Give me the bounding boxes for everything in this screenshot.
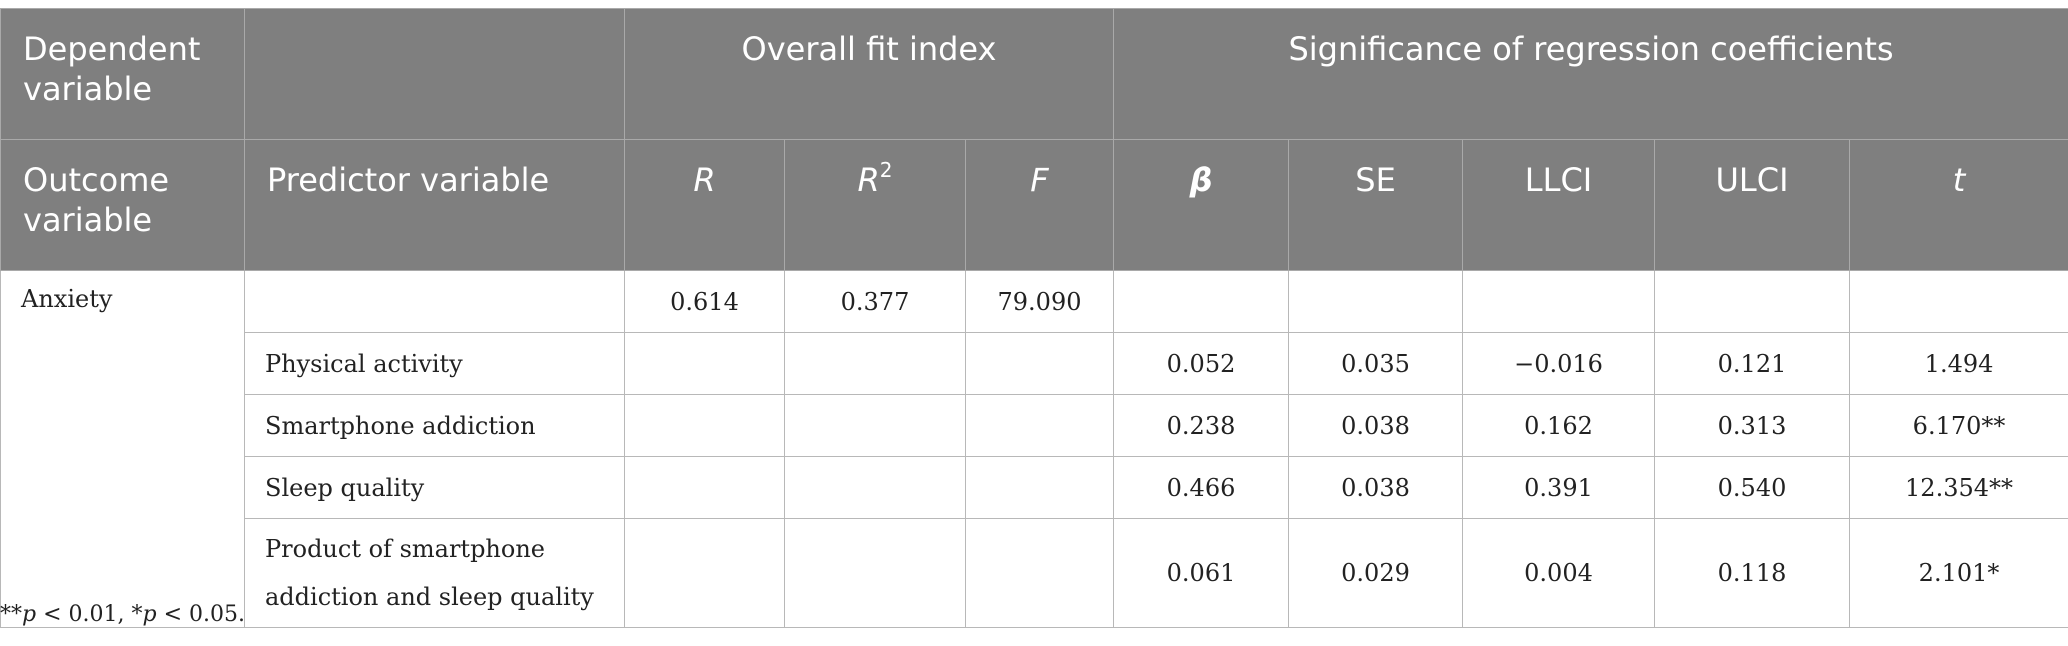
llci-value: 0.391 <box>1462 456 1656 519</box>
r-symbol: R <box>693 161 716 199</box>
ulci-value: 0.118 <box>1654 518 1851 628</box>
header-col-f: F <box>964 139 1115 271</box>
llci-value: −0.016 <box>1462 332 1656 395</box>
predictor-label: Physical activity <box>244 332 625 395</box>
predictor-label-line2: addiction and sleep quality <box>265 583 594 611</box>
se-value: 0.038 <box>1288 456 1464 519</box>
empty-cell <box>964 518 1115 628</box>
se-value: 0.029 <box>1288 518 1464 628</box>
empty-cell <box>784 332 966 395</box>
empty-cell <box>964 394 1115 457</box>
regression-table-container: Dependent variable Overall fit index Sig… <box>0 8 2068 628</box>
footnote-rest-b: < 0.05. <box>156 602 245 627</box>
t-symbol: t <box>1952 161 1966 199</box>
empty-cell <box>784 518 966 628</box>
r2-superscript: 2 <box>879 158 893 182</box>
table-row: Physical activity 0.052 0.035 −0.016 0.1… <box>1 332 2068 395</box>
empty-cell <box>784 456 966 519</box>
ulci-value: 0.540 <box>1654 456 1851 519</box>
beta-value: 0.061 <box>1113 518 1290 628</box>
empty-cell <box>964 332 1115 395</box>
table-row: Product of smartphone addiction and sleep… <box>1 518 2068 628</box>
table-footnote: **p < 0.01, *p < 0.05. <box>0 602 245 627</box>
regression-table: Dependent variable Overall fit index Sig… <box>0 8 2068 628</box>
header-col-t: t <box>1849 139 2068 271</box>
footnote-stars-a: ** <box>0 602 22 627</box>
beta-value: 0.238 <box>1113 394 1290 457</box>
beta-value: 0.052 <box>1113 332 1290 395</box>
footnote-p-a: p <box>22 602 37 627</box>
predictor-label: Smartphone addiction <box>244 394 625 457</box>
empty-cell <box>1288 270 1464 333</box>
empty-cell <box>1654 270 1851 333</box>
f-symbol: F <box>1030 161 1049 199</box>
beta-symbol: β <box>1189 161 1213 199</box>
ulci-value: 0.313 <box>1654 394 1851 457</box>
fit-r2-value: 0.377 <box>784 270 966 333</box>
empty-cell <box>784 394 966 457</box>
predictor-label: Product of smartphone addiction and sleep… <box>244 518 625 628</box>
header-outcome-variable: Outcome variable <box>0 139 245 271</box>
header-col-ulci: ULCI <box>1654 139 1851 271</box>
header-significance-of-coefficients: Significance of regression coefficients <box>1113 8 2068 140</box>
header-col-beta: β <box>1113 139 1290 271</box>
empty-cell <box>1462 270 1656 333</box>
predictor-label-line1: Product of smartphone <box>265 535 545 563</box>
table-row: Sleep quality 0.466 0.038 0.391 0.540 12… <box>1 456 2068 519</box>
empty-cell <box>624 332 785 395</box>
footnote-rest-a: < 0.01, <box>36 602 132 627</box>
t-value: 12.354** <box>1849 456 2068 519</box>
header-dependent-variable: Dependent variable <box>0 8 245 140</box>
beta-value: 0.466 <box>1113 456 1290 519</box>
outcome-anxiety: Anxiety <box>0 270 245 628</box>
header-row-2: Outcome variable Predictor variable R R2… <box>0 139 2068 271</box>
header-col-llci: LLCI <box>1462 139 1656 271</box>
t-value: 6.170** <box>1849 394 2068 457</box>
r2-symbol: R <box>857 161 880 199</box>
header-col-r2: R2 <box>784 139 966 271</box>
fit-r-value: 0.614 <box>624 270 785 333</box>
empty-cell <box>624 518 785 628</box>
empty-cell <box>1849 270 2068 333</box>
header-empty-cell <box>244 8 625 140</box>
empty-cell <box>1113 270 1290 333</box>
empty-cell <box>624 456 785 519</box>
fit-f-value: 79.090 <box>964 270 1115 333</box>
header-predictor-variable: Predictor variable <box>244 139 625 271</box>
predictor-label: Sleep quality <box>244 456 625 519</box>
table-row: Smartphone addiction 0.238 0.038 0.162 0… <box>1 394 2068 457</box>
empty-cell <box>964 456 1115 519</box>
table-row-fit: Anxiety 0.614 0.377 79.090 <box>0 270 2068 628</box>
llci-value: 0.162 <box>1462 394 1656 457</box>
header-col-se: SE <box>1288 139 1464 271</box>
header-row-1: Dependent variable Overall fit index Sig… <box>0 8 2068 140</box>
header-col-r: R <box>624 139 785 271</box>
se-value: 0.035 <box>1288 332 1464 395</box>
footnote-p-b: p <box>142 602 157 627</box>
t-value: 1.494 <box>1849 332 2068 395</box>
llci-value: 0.004 <box>1462 518 1656 628</box>
t-value: 2.101* <box>1849 518 2068 628</box>
header-overall-fit-index: Overall fit index <box>623 8 1115 140</box>
ulci-value: 0.121 <box>1654 332 1851 395</box>
se-value: 0.038 <box>1288 394 1464 457</box>
footnote-stars-b: * <box>131 602 143 627</box>
empty-cell <box>624 394 785 457</box>
predictor-empty <box>244 270 625 333</box>
